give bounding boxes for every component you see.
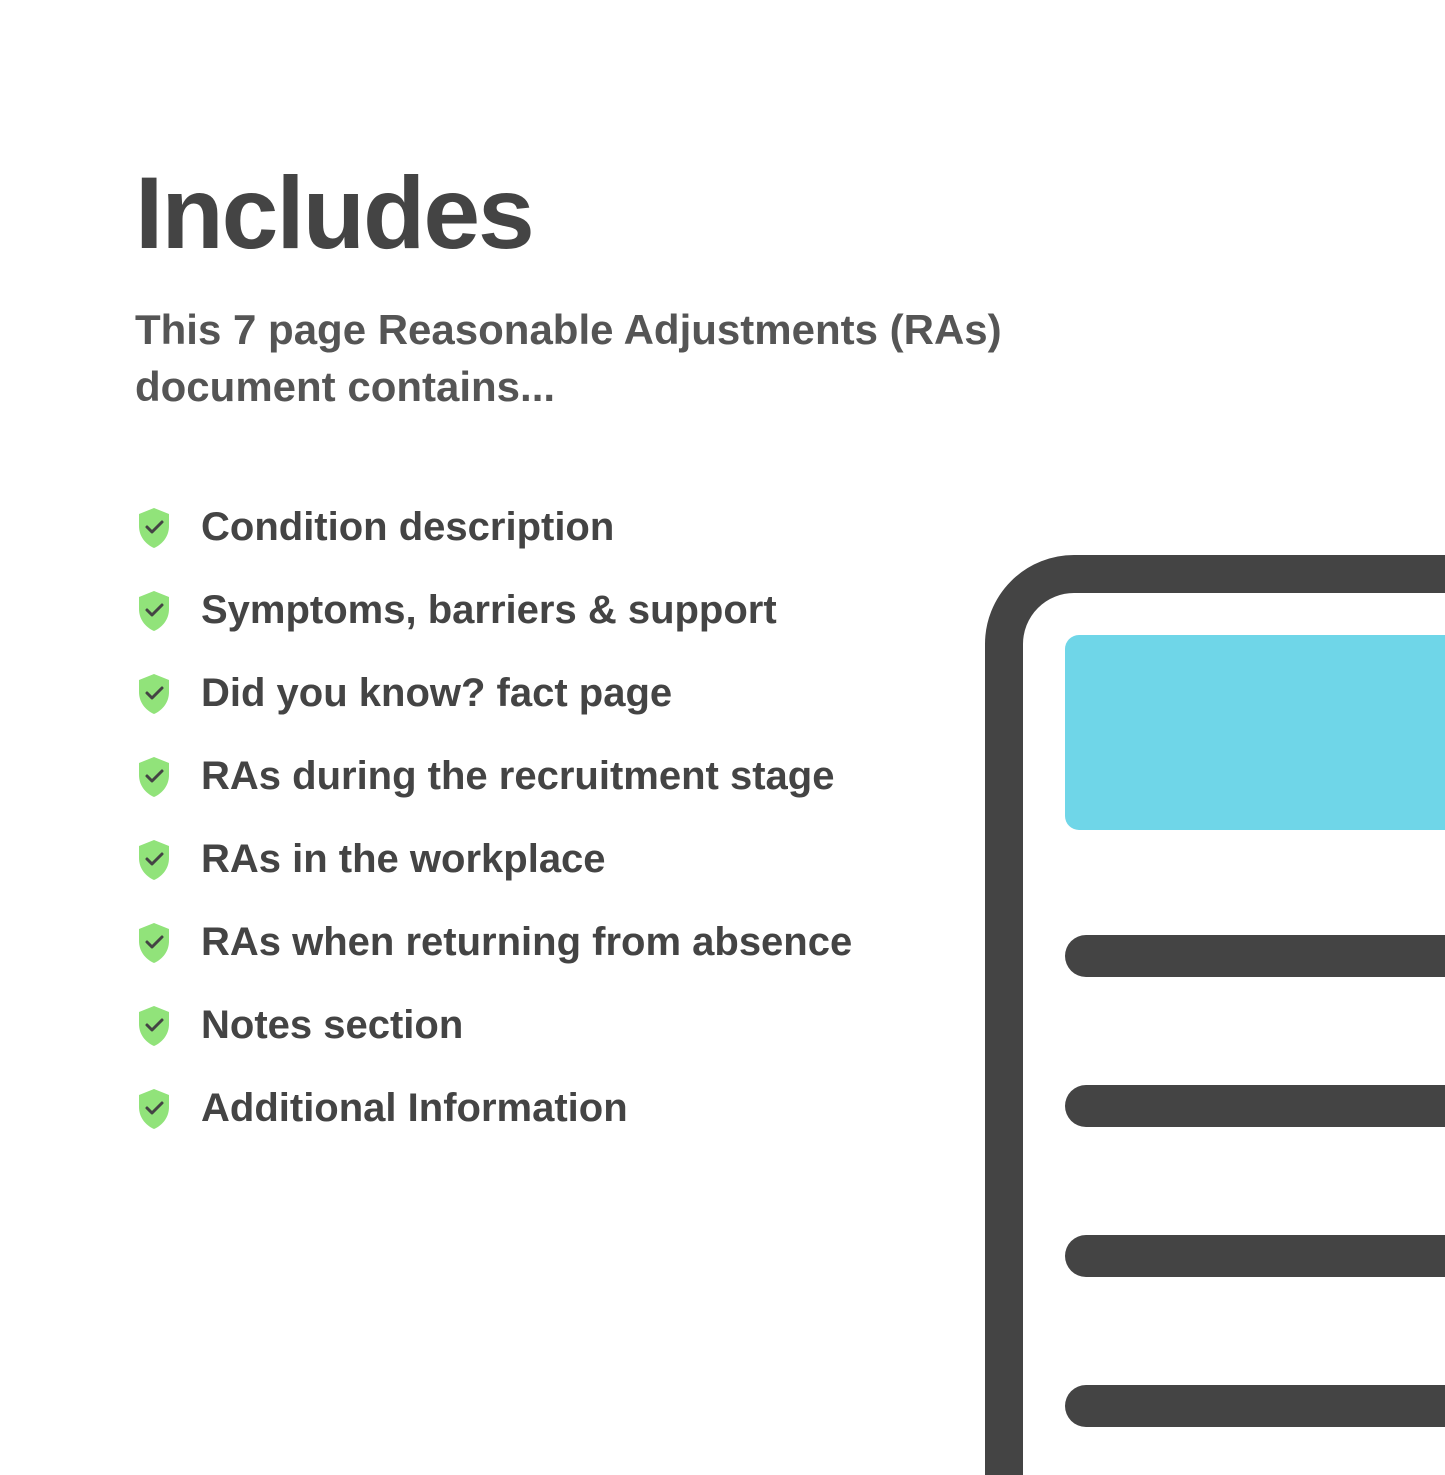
list-item: Notes section <box>135 1003 1445 1048</box>
shield-check-icon <box>135 755 173 799</box>
shield-check-icon <box>135 589 173 633</box>
shield-check-icon <box>135 1004 173 1048</box>
page-title: Includes <box>135 155 1445 272</box>
list-item: RAs when returning from absence <box>135 920 1445 965</box>
list-item: RAs during the recruitment stage <box>135 754 1445 799</box>
item-label: RAs in the workplace <box>201 837 606 882</box>
shield-check-icon <box>135 921 173 965</box>
list-item: Did you know? fact page <box>135 671 1445 716</box>
shield-check-icon <box>135 1087 173 1131</box>
shield-check-icon <box>135 672 173 716</box>
shield-check-icon <box>135 506 173 550</box>
item-label: Notes section <box>201 1003 463 1048</box>
features-list: Condition description Symptoms, barriers… <box>135 505 1445 1131</box>
item-label: Condition description <box>201 505 614 550</box>
shield-check-icon <box>135 838 173 882</box>
item-label: RAs when returning from absence <box>201 920 852 965</box>
item-label: Did you know? fact page <box>201 671 672 716</box>
list-item: Symptoms, barriers & support <box>135 588 1445 633</box>
list-item: Condition description <box>135 505 1445 550</box>
list-item: RAs in the workplace <box>135 837 1445 882</box>
item-label: RAs during the recruitment stage <box>201 754 834 799</box>
item-label: Symptoms, barriers & support <box>201 588 777 633</box>
content-area: Includes This 7 page Reasonable Adjustme… <box>0 0 1445 1131</box>
page-subtitle: This 7 page Reasonable Adjustments (RAs)… <box>135 302 1085 415</box>
list-item: Additional Information <box>135 1086 1445 1131</box>
item-label: Additional Information <box>201 1086 628 1131</box>
